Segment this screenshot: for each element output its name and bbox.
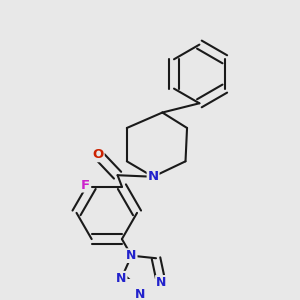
- Text: N: N: [116, 272, 127, 285]
- Text: N: N: [126, 249, 137, 262]
- Text: O: O: [92, 148, 104, 161]
- Text: N: N: [135, 288, 145, 300]
- Text: N: N: [156, 276, 166, 289]
- Text: N: N: [148, 170, 159, 183]
- Text: F: F: [80, 178, 89, 192]
